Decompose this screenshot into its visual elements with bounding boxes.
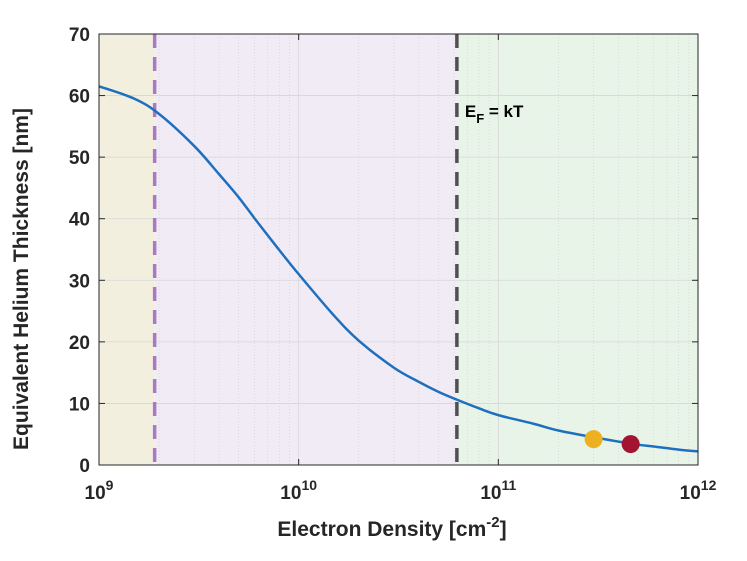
y-tick-label: 10 bbox=[69, 394, 90, 415]
y-tick-label: 50 bbox=[69, 148, 90, 169]
x-tick-label: 109 bbox=[85, 477, 114, 504]
y-tick-label: 0 bbox=[79, 456, 90, 477]
x-tick-label: 1011 bbox=[480, 477, 516, 504]
x-tick-label: 1010 bbox=[280, 477, 317, 504]
y-tick-label: 60 bbox=[69, 87, 90, 108]
fermi-energy-annotation: EF = kT bbox=[465, 102, 524, 126]
markers-layer bbox=[584, 430, 640, 454]
y-tick-label: 40 bbox=[69, 210, 90, 231]
y-tick-label: 30 bbox=[69, 271, 90, 292]
tick-labels: 0 10 20 30 40 50 60 70 109 1010 1011 1012 bbox=[69, 25, 717, 504]
x-tick-label: 1012 bbox=[680, 477, 717, 504]
y-tick-label: 70 bbox=[69, 25, 90, 46]
threshold-lines bbox=[152, 34, 459, 465]
series-line-1 bbox=[98, 85, 699, 453]
plot-frame bbox=[98, 33, 699, 466]
series-layer bbox=[98, 85, 699, 453]
data-marker-2 bbox=[621, 435, 640, 454]
x-axis-label: Electron Density [cm-2] bbox=[277, 514, 506, 541]
region-1 bbox=[99, 34, 155, 465]
region-3 bbox=[456, 34, 698, 465]
grid bbox=[98, 33, 699, 466]
region-2 bbox=[154, 34, 457, 465]
shaded-regions bbox=[99, 34, 698, 465]
y-tick-label: 20 bbox=[69, 333, 90, 354]
y-axis-label: Equivalent Helium Thickness [nm] bbox=[10, 108, 33, 450]
data-marker-1 bbox=[584, 430, 603, 449]
